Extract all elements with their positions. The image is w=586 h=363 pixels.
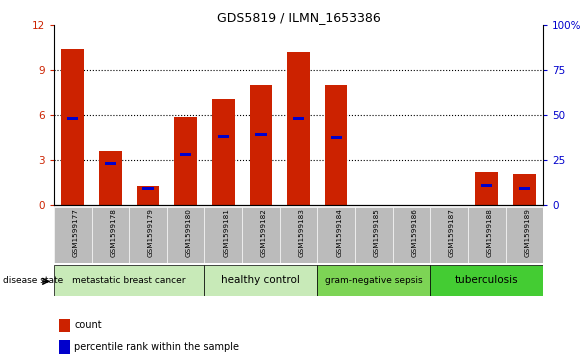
Bar [475, 172, 498, 205]
Text: tuberculosis: tuberculosis [455, 276, 519, 285]
Text: count: count [74, 321, 102, 330]
Bar [54, 265, 205, 296]
Text: GSM1599183: GSM1599183 [299, 209, 305, 257]
Text: disease state: disease state [3, 276, 63, 285]
Bar [242, 207, 280, 263]
Title: GDS5819 / ILMN_1653386: GDS5819 / ILMN_1653386 [217, 11, 380, 24]
Text: GSM1599185: GSM1599185 [374, 209, 380, 257]
Bar [62, 49, 84, 205]
Text: gram-negative sepsis: gram-negative sepsis [325, 276, 423, 285]
Bar [393, 207, 430, 263]
Bar [318, 265, 430, 296]
Bar [217, 135, 229, 138]
Text: healthy control: healthy control [222, 276, 301, 285]
Bar [287, 52, 310, 205]
Bar [519, 187, 530, 190]
Text: GSM1599179: GSM1599179 [148, 209, 154, 257]
Bar [468, 207, 506, 263]
Text: GSM1599180: GSM1599180 [186, 209, 192, 257]
Bar [180, 152, 191, 156]
Bar [54, 207, 91, 263]
Bar [212, 99, 234, 205]
Bar [205, 265, 318, 296]
Bar [137, 185, 159, 205]
Bar [99, 151, 122, 205]
Text: GSM1599186: GSM1599186 [411, 209, 417, 257]
Text: GSM1599178: GSM1599178 [110, 209, 117, 257]
Bar [331, 136, 342, 139]
Bar [280, 207, 318, 263]
Bar [255, 133, 267, 136]
Bar [205, 207, 242, 263]
Bar [167, 207, 205, 263]
Bar [105, 162, 116, 165]
Bar [355, 207, 393, 263]
Bar [481, 184, 492, 187]
Bar [91, 207, 129, 263]
Bar [142, 187, 154, 190]
Text: GSM1599184: GSM1599184 [336, 209, 342, 257]
Bar [430, 265, 543, 296]
Text: metastatic breast cancer: metastatic breast cancer [73, 276, 186, 285]
Text: GSM1599187: GSM1599187 [449, 209, 455, 257]
Text: GSM1599182: GSM1599182 [261, 209, 267, 257]
Bar [318, 207, 355, 263]
Bar [59, 340, 70, 354]
Bar [175, 117, 197, 205]
Bar [325, 85, 347, 205]
Bar [506, 207, 543, 263]
Bar [293, 117, 304, 120]
Bar [129, 207, 167, 263]
Text: GSM1599188: GSM1599188 [487, 209, 493, 257]
Text: GSM1599177: GSM1599177 [73, 209, 79, 257]
Text: GSM1599189: GSM1599189 [524, 209, 530, 257]
Bar [67, 117, 79, 120]
Bar [513, 174, 536, 205]
Bar [59, 319, 70, 332]
Text: percentile rank within the sample: percentile rank within the sample [74, 342, 240, 352]
Bar [430, 207, 468, 263]
Bar [250, 85, 272, 205]
Text: GSM1599181: GSM1599181 [223, 209, 229, 257]
